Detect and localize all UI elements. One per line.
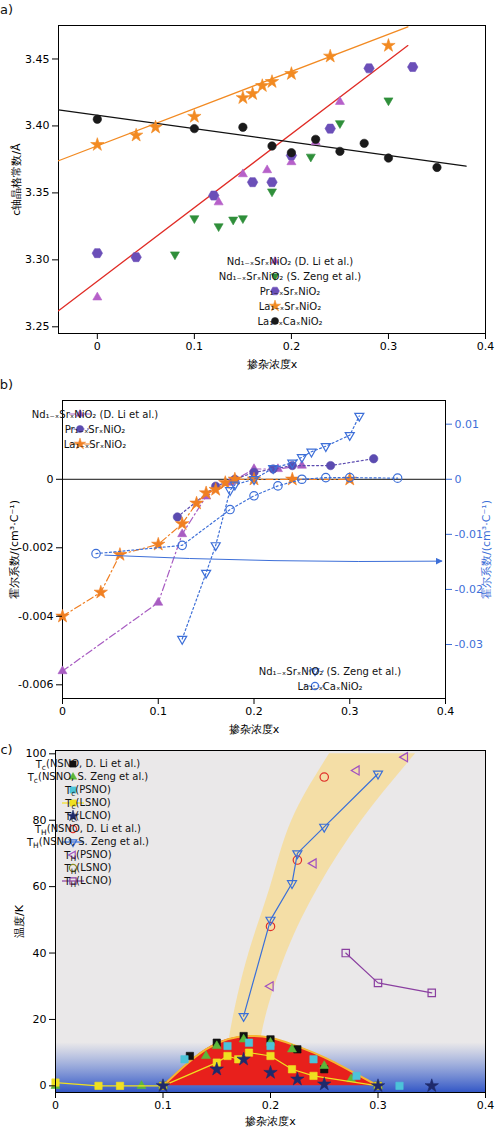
svg-text:La₁₋ₓCaₓNiO₂: La₁₋ₓCaₓNiO₂ — [297, 681, 362, 692]
svg-text:0.3: 0.3 — [369, 1099, 387, 1112]
svg-text:TH(LCNO): TH(LCNO) — [63, 875, 112, 889]
svg-text:(a): (a) — [0, 2, 13, 17]
svg-text:0: 0 — [40, 1079, 47, 1092]
svg-text:0.3: 0.3 — [380, 340, 398, 353]
svg-text:20: 20 — [33, 1013, 47, 1026]
svg-text:40: 40 — [33, 947, 47, 960]
svg-text:3.45: 3.45 — [25, 52, 50, 65]
svg-text:La₁₋ₓSrₓNiO₂: La₁₋ₓSrₓNiO₂ — [259, 301, 321, 312]
svg-text:0: 0 — [59, 705, 66, 718]
svg-text:掺杂浓度x: 掺杂浓度x — [245, 1115, 296, 1128]
svg-text:-0.002: -0.002 — [18, 541, 53, 554]
svg-text:TH(PSNO): TH(PSNO) — [63, 849, 111, 863]
svg-text:0.01: 0.01 — [455, 418, 480, 431]
svg-text:0.1: 0.1 — [150, 705, 168, 718]
svg-text:Tc(PSNO): Tc(PSNO) — [64, 784, 111, 798]
svg-text:-0.006: -0.006 — [18, 678, 53, 691]
svg-text:Nd₁₋ₓSrₓNiO₂ (D. Li et al.): Nd₁₋ₓSrₓNiO₂ (D. Li et al.) — [227, 256, 354, 267]
svg-text:Tc(LSNO): Tc(LSNO) — [64, 797, 110, 811]
svg-text:La₁₋ₓSrₓNiO₂: La₁₋ₓSrₓNiO₂ — [64, 439, 126, 450]
svg-text:0.1: 0.1 — [154, 1099, 172, 1112]
svg-text:-0.03: -0.03 — [455, 638, 483, 651]
svg-text:0.2: 0.2 — [245, 705, 263, 718]
svg-text:-0.02: -0.02 — [454, 583, 483, 596]
svg-text:掺杂浓度x: 掺杂浓度x — [229, 723, 280, 736]
svg-text:Nd₁₋ₓSrₓNiO₂ (D. Li et al.): Nd₁₋ₓSrₓNiO₂ (D. Li et al.) — [32, 409, 159, 420]
svg-text:Tc(NSNO, S. Zeng et al.): Tc(NSNO, S. Zeng et al.) — [27, 771, 149, 785]
svg-text:(b): (b) — [0, 377, 13, 392]
svg-text:3.25: 3.25 — [25, 320, 50, 333]
svg-text:0.1: 0.1 — [186, 340, 204, 353]
svg-text:TH(NSNO, D. Li et al.): TH(NSNO, D. Li et al.) — [34, 823, 141, 837]
svg-text:80: 80 — [32, 813, 47, 827]
svg-text:霍尔系数/(cm³·C⁻¹): 霍尔系数/(cm³·C⁻¹) — [8, 500, 21, 599]
svg-text:La₁₋ₓCaₓNiO₂: La₁₋ₓCaₓNiO₂ — [257, 316, 322, 327]
svg-text:0: 0 — [47, 473, 54, 486]
svg-text:Nd₁₋ₓSrₓNiO₂ (S. Zeng et al.): Nd₁₋ₓSrₓNiO₂ (S. Zeng et al.) — [259, 666, 402, 677]
svg-text:0.4: 0.4 — [437, 705, 455, 718]
svg-text:c轴晶格常数/Å: c轴晶格常数/Å — [10, 143, 23, 216]
svg-text:0.2: 0.2 — [283, 340, 301, 353]
svg-text:掺杂浓度x: 掺杂浓度x — [247, 358, 298, 371]
svg-text:0.4: 0.4 — [477, 340, 495, 353]
svg-text:0.3: 0.3 — [341, 705, 359, 718]
svg-text:3.40: 3.40 — [25, 119, 50, 132]
svg-text:Pr₁₋ₓSrₓNiO₂: Pr₁₋ₓSrₓNiO₂ — [65, 424, 126, 435]
svg-text:-0.004: -0.004 — [18, 610, 53, 623]
svg-text:Pr₁₋ₓSrₓNiO₂: Pr₁₋ₓSrₓNiO₂ — [260, 286, 321, 297]
svg-text:3.30: 3.30 — [25, 253, 50, 266]
svg-text:3.35: 3.35 — [25, 186, 50, 199]
svg-text:0: 0 — [455, 473, 462, 486]
svg-text:60: 60 — [33, 880, 47, 893]
svg-text:0: 0 — [94, 340, 101, 353]
svg-text:100: 100 — [25, 747, 47, 761]
svg-text:TH(NSNO, S. Zeng et al.): TH(NSNO, S. Zeng et al.) — [26, 836, 149, 850]
svg-text:Tc(NSNO, D. Li et al.): Tc(NSNO, D. Li et al.) — [35, 758, 141, 772]
svg-text:温度/K: 温度/K — [13, 904, 26, 938]
svg-text:Tc(LCNO): Tc(LCNO) — [64, 810, 111, 824]
svg-text:霍尔系数/(cm³·C⁻¹): 霍尔系数/(cm³·C⁻¹) — [480, 500, 493, 599]
svg-text:0: 0 — [52, 1099, 59, 1112]
svg-text:0.4: 0.4 — [477, 1099, 495, 1112]
svg-text:0.2: 0.2 — [262, 1099, 280, 1112]
svg-text:Nd₁₋ₓSrₓNiO₂ (S. Zeng et al.): Nd₁₋ₓSrₓNiO₂ (S. Zeng et al.) — [219, 271, 362, 282]
svg-text:(c): (c) — [0, 742, 13, 757]
svg-text:TH(LSNO): TH(LSNO) — [64, 862, 112, 876]
svg-text:-0.01: -0.01 — [454, 527, 483, 541]
